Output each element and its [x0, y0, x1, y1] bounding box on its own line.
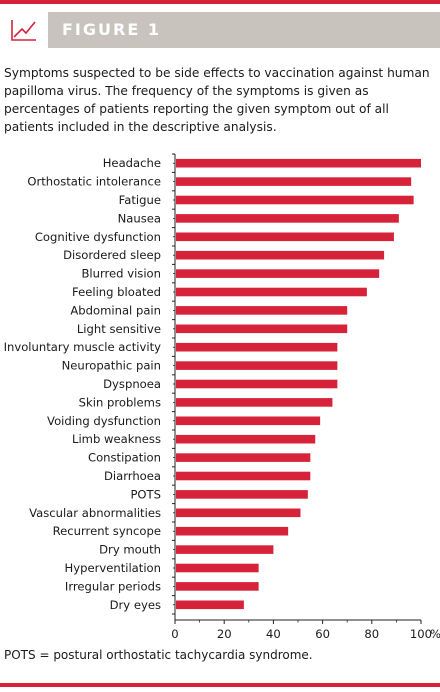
figure-footnote: POTS = postural orthostatic tachycardia … — [4, 648, 313, 662]
header-title-bar — [48, 12, 440, 48]
x-tick-label: 40 — [266, 627, 281, 640]
category-label: Feeling bloated — [72, 285, 161, 299]
category-label: Diarrhoea — [104, 469, 161, 483]
category-label: Vascular abnormalities — [29, 506, 161, 520]
figure-label: FIGURE 1 — [62, 20, 161, 39]
bar — [176, 563, 259, 573]
header-top-stripe — [0, 0, 440, 4]
category-label: Blurred vision — [81, 267, 161, 281]
category-label: Abdominal pain — [70, 303, 161, 317]
bar — [176, 287, 367, 297]
bar — [176, 526, 289, 536]
category-label: Voiding dysfunction — [47, 414, 161, 428]
bar — [176, 398, 333, 407]
bar — [176, 545, 274, 554]
category-label: Dry mouth — [99, 543, 161, 557]
bar — [176, 158, 421, 168]
bar — [176, 471, 311, 481]
category-label: Disordered sleep — [63, 248, 161, 262]
category-label: Cognitive dysfunction — [35, 230, 161, 244]
figure-caption: Symptoms suspected to be side effects to… — [4, 66, 430, 134]
bar — [176, 250, 385, 260]
bar — [176, 306, 348, 315]
line-chart-icon — [0, 12, 50, 48]
bar — [176, 195, 414, 205]
x-tick-label: 100 — [410, 627, 432, 640]
bar-chart: Headache Orthostatic intolerance Fatigue Na… — [0, 150, 440, 641]
x-tick-label: 0 — [171, 627, 178, 640]
bar — [176, 342, 338, 352]
bar-chart-svg: Headache Orthostatic intolerance Fatigue Na… — [4, 153, 440, 641]
category-label: Dyspnoea — [103, 377, 161, 391]
category-label: Constipation — [88, 451, 161, 465]
bar — [176, 379, 338, 389]
figure-header: FIGURE 1 — [0, 0, 440, 48]
bar — [176, 416, 321, 426]
x-tick-label: 60 — [315, 627, 330, 640]
category-label: Nausea — [118, 211, 161, 225]
category-label: Involuntary muscle activity — [4, 340, 162, 354]
category-label: Hyperventilation — [65, 561, 161, 575]
bar — [176, 453, 311, 462]
category-label: Skin problems — [79, 395, 161, 409]
category-label: Neuropathic pain — [62, 359, 161, 373]
bar — [176, 177, 412, 186]
category-label: Irregular periods — [65, 579, 161, 593]
bar — [176, 361, 338, 370]
category-label: Headache — [103, 156, 161, 170]
category-label: Light sensitive — [77, 322, 161, 336]
bar — [176, 600, 244, 610]
category-label: Dry eyes — [110, 598, 161, 612]
bar — [176, 434, 316, 444]
category-label: Orthostatic intolerance — [27, 175, 161, 189]
category-label: Limb weakness — [72, 432, 161, 446]
bar — [176, 214, 399, 223]
category-label: Recurrent syncope — [53, 524, 161, 538]
x-tick-label: 80 — [364, 627, 379, 640]
x-unit-label: % — [430, 627, 440, 640]
bar — [176, 232, 394, 242]
bar — [176, 582, 259, 591]
category-label: Fatigue — [119, 193, 161, 207]
bar — [176, 508, 301, 518]
x-tick-label: 20 — [217, 627, 232, 640]
bar — [176, 490, 308, 499]
bottom-rule — [0, 683, 440, 687]
bar — [176, 269, 380, 278]
category-label: POTS — [130, 487, 161, 501]
bar — [176, 324, 348, 334]
